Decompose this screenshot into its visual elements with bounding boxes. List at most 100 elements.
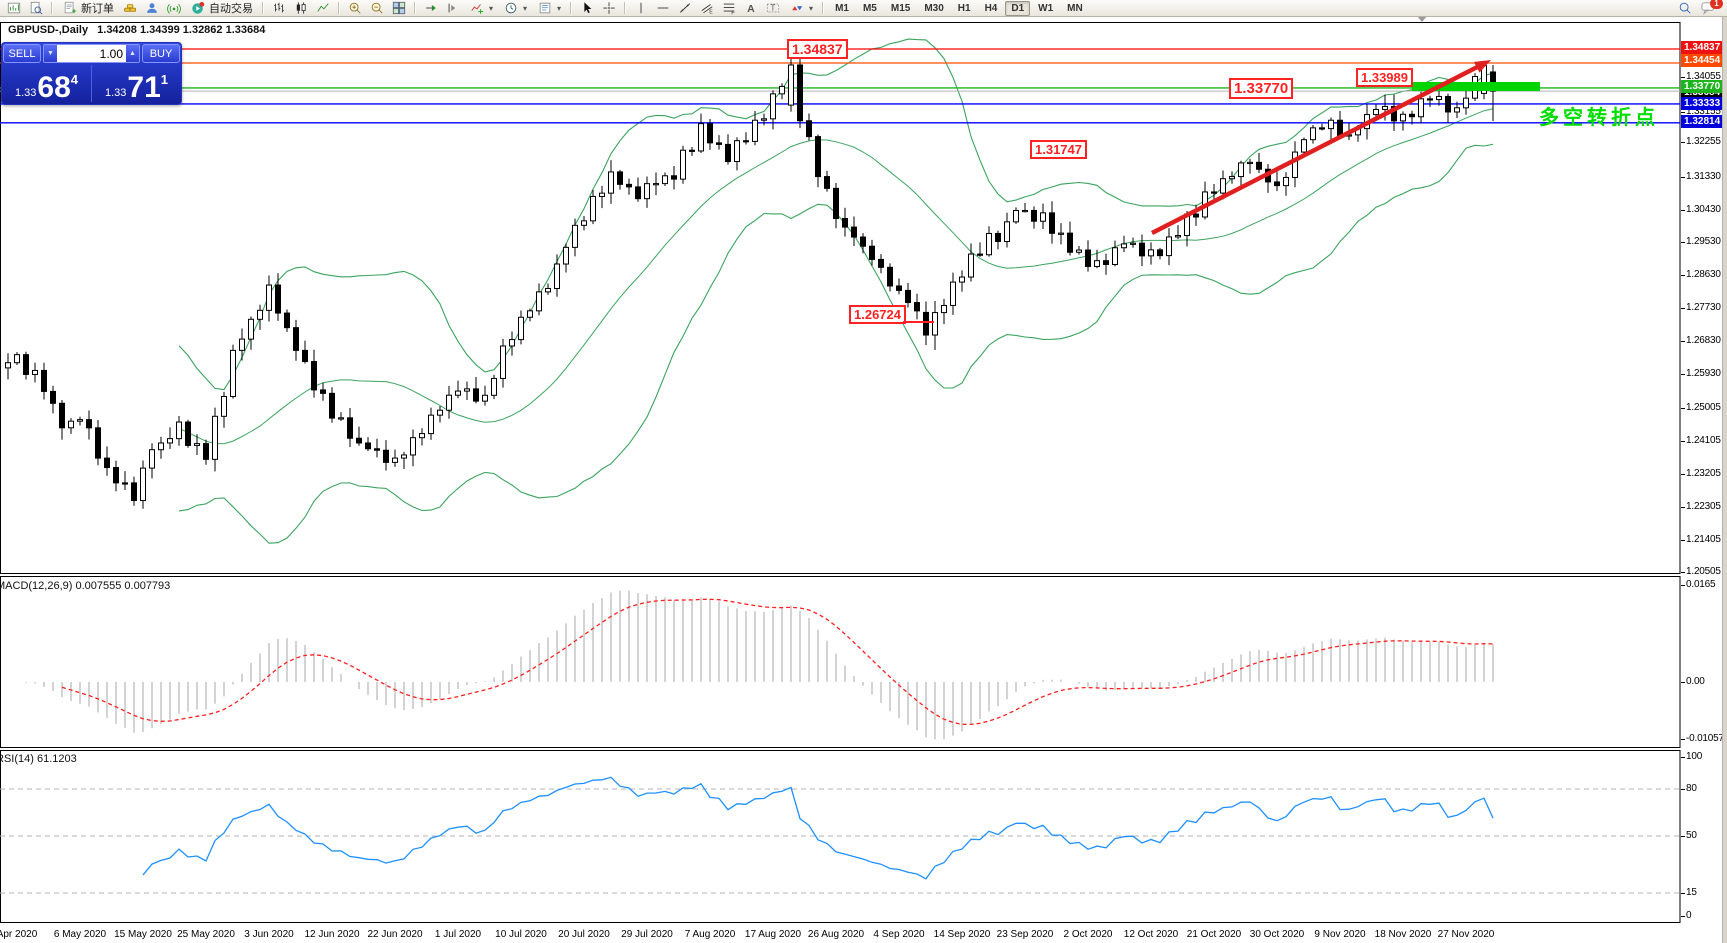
candle-body (590, 195, 596, 222)
new-order-label: 新订单 (81, 3, 114, 15)
candle-body (680, 149, 686, 180)
contacts-icon[interactable] (141, 1, 163, 16)
axis-tick-label: 80 (1681, 783, 1697, 794)
trend-arrow-line (1150, 60, 1487, 236)
toolbar-separator (51, 2, 53, 14)
trendline-tool-icon[interactable] (674, 1, 696, 16)
data-preview-icon[interactable] (25, 1, 47, 16)
tile-windows-icon[interactable] (388, 1, 410, 16)
notifications-button[interactable]: 1 (1700, 0, 1723, 16)
zoom-out-icon[interactable] (366, 1, 388, 16)
timeframe-m15[interactable]: M15 (890, 2, 911, 14)
volume-increase-button[interactable]: ▲ (126, 45, 139, 62)
sell-price[interactable]: 1.33 68 4 (2, 63, 91, 104)
bar-chart-icon[interactable] (268, 1, 290, 16)
horizontal-line-tool-icon[interactable] (652, 1, 674, 16)
candle-body (779, 85, 785, 95)
candle-body (257, 309, 263, 320)
vertical-line-tool-icon[interactable] (630, 1, 652, 16)
candle-body (338, 417, 344, 420)
timeframe-m30[interactable]: M30 (924, 2, 944, 14)
cursor-icon[interactable] (576, 1, 598, 16)
sell-button[interactable]: SELL (3, 44, 41, 63)
fibonacci-tool-icon[interactable]: F (718, 1, 740, 16)
candle-body (644, 183, 650, 200)
chevron-down-icon: ▾ (489, 3, 494, 13)
timeframe-h1[interactable]: H1 (957, 2, 971, 14)
volume-decrease-button[interactable]: ▼ (44, 45, 57, 62)
date-label: 21 Oct 2020 (1186, 929, 1242, 940)
auto-scroll-icon[interactable] (420, 1, 442, 16)
buy-button[interactable]: BUY (142, 44, 180, 63)
candle-body (1274, 181, 1280, 187)
volume-input[interactable] (57, 45, 126, 62)
price-annotation-box[interactable]: 1.33989 (1356, 68, 1413, 87)
timeframe-w1[interactable]: W1 (1038, 2, 1054, 14)
price-annotation-box[interactable]: 1.34837 (787, 39, 848, 59)
candle-body (1256, 161, 1262, 170)
candle-body (1310, 127, 1316, 141)
candle-body (1454, 107, 1460, 113)
price-annotation-box[interactable]: 1.33770 (1229, 78, 1294, 99)
date-label: 25 May 2020 (177, 929, 235, 940)
signals-icon[interactable] (163, 1, 185, 16)
chart-header: GBPUSD-,Daily 1.34208 1.34399 1.32862 1.… (8, 24, 271, 36)
timeframe-m1[interactable]: M1 (835, 2, 849, 14)
channel-tool-icon[interactable]: E (696, 1, 718, 16)
date-label: 26 Aug 2020 (807, 929, 865, 940)
chart-shift-icon[interactable] (442, 1, 464, 16)
price-annotation-box[interactable]: 1.26724 (849, 305, 906, 324)
toolbar-separator (338, 2, 340, 14)
candle-body (617, 171, 623, 185)
candle-body (878, 258, 884, 268)
candlestick-chart-icon[interactable] (290, 1, 312, 16)
candle-body (122, 482, 128, 485)
timeframe-m5[interactable]: M5 (862, 2, 877, 14)
search-icon[interactable] (1674, 1, 1696, 16)
notification-badge: 1 (1710, 0, 1723, 9)
timeframe-h4[interactable]: H4 (984, 2, 998, 14)
axis-tick-label: -0.010571 (1680, 733, 1727, 744)
candle-body (1139, 242, 1145, 257)
timeframe-d1[interactable]: D1 (1005, 0, 1031, 16)
candle-body (1319, 127, 1325, 130)
axis-tick-label: 1.34055 (1681, 71, 1721, 82)
periods-button[interactable]: ▾ (498, 1, 532, 16)
annotation-note-cn[interactable]: 多空转折点 (1539, 107, 1659, 129)
gold-icon[interactable] (119, 1, 141, 16)
candle-body (1337, 119, 1343, 137)
text-label-tool-icon[interactable]: T (762, 1, 784, 16)
axis-tick-label: 1.33155 (1681, 106, 1721, 117)
templates-button[interactable]: ▾ (532, 1, 566, 16)
candle-body (662, 175, 668, 185)
date-label: 17 Aug 2020 (744, 929, 802, 940)
candle-body (968, 253, 974, 278)
candle-body (1085, 249, 1091, 267)
price-annotation-box[interactable]: 1.31747 (1030, 140, 1087, 159)
autotrade-button[interactable]: 自动交易 (185, 1, 258, 16)
candle-body (23, 354, 29, 375)
date-label: 15 May 2020 (114, 929, 172, 940)
indicators-button[interactable]: ▾ (464, 1, 498, 16)
axis-tick-label: 0.00 (1681, 676, 1705, 687)
arrows-tool-button[interactable]: ▾ (784, 1, 818, 16)
line-chart-icon[interactable] (312, 1, 334, 16)
candle-body (995, 232, 1001, 242)
crosshair-icon[interactable] (598, 1, 620, 16)
text-tool-icon[interactable]: A (740, 1, 762, 16)
buy-price[interactable]: 1.33 71 1 (92, 63, 181, 104)
candle-body (1094, 260, 1100, 267)
candle-body (320, 389, 326, 394)
candle-body (1112, 247, 1118, 265)
zoom-in-icon[interactable] (344, 1, 366, 16)
candle-body (1031, 209, 1037, 222)
date-label: 6 May 2020 (53, 929, 107, 940)
timeframe-mn[interactable]: MN (1067, 2, 1083, 14)
price-divider (91, 65, 92, 102)
candle-body (1301, 139, 1307, 153)
charts-icon[interactable] (3, 1, 25, 16)
chevron-down-icon: ▾ (523, 3, 528, 13)
new-order-button[interactable]: 新订单 (57, 1, 119, 16)
